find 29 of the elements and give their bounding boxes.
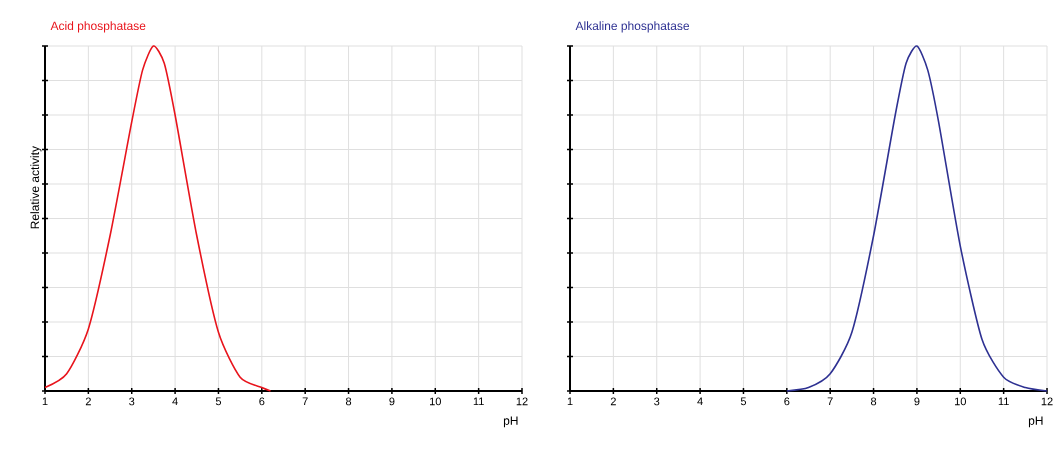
x-tick-label: 6 xyxy=(784,397,790,406)
x-tick-label: 4 xyxy=(172,397,178,406)
x-tick-label: 11 xyxy=(998,397,1009,406)
x-tick-label: 6 xyxy=(259,397,265,406)
x-tick-label: 10 xyxy=(955,397,966,406)
x-tick-label: 3 xyxy=(129,397,135,406)
x-tick-label: 2 xyxy=(610,397,616,406)
x-tick-label: 7 xyxy=(302,397,308,406)
x-tick-label: 5 xyxy=(740,397,747,406)
x-tick-label: 7 xyxy=(827,397,833,406)
y-axis-title: Relative activity xyxy=(30,146,42,229)
x-tick-label: 5 xyxy=(215,397,222,406)
x-tick-label: 3 xyxy=(654,397,660,406)
chart-title: Alkaline phosphatase xyxy=(575,21,690,33)
x-tick-label: 9 xyxy=(914,397,920,406)
x-axis-title: pH xyxy=(1028,416,1043,428)
x-tick-label: 12 xyxy=(1041,397,1053,406)
x-tick-label: 4 xyxy=(697,397,703,406)
x-tick-label: 8 xyxy=(870,397,877,406)
x-tick-label: 8 xyxy=(345,397,352,406)
x-tick-label: 11 xyxy=(473,397,484,406)
x-tick-label: 9 xyxy=(389,397,395,406)
x-tick-label: 10 xyxy=(430,397,441,406)
x-tick-label: 1 xyxy=(567,397,573,406)
x-tick-label: 1 xyxy=(42,397,48,406)
x-tick-label: 12 xyxy=(516,397,528,406)
x-tick-label: 2 xyxy=(85,397,91,406)
x-axis-title: pH xyxy=(503,416,518,428)
chart-title: Acid phosphatase xyxy=(50,21,146,33)
